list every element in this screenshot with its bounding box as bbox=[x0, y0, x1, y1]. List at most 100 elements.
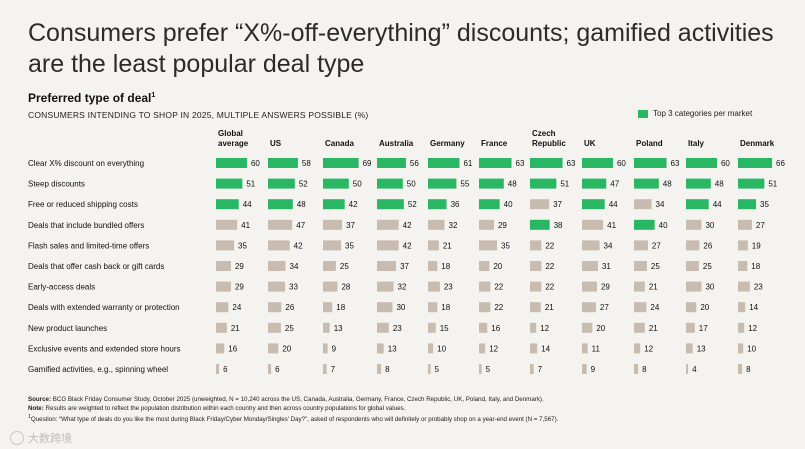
data-label: 20 bbox=[493, 262, 502, 271]
row-label: Deals that include bundled offers bbox=[28, 221, 144, 230]
data-label: 44 bbox=[713, 200, 722, 209]
bar bbox=[216, 219, 238, 230]
bar bbox=[686, 219, 702, 230]
bar-chart-grid: Global average US Canada Australia Germany Fra… bbox=[28, 129, 786, 374]
bar bbox=[377, 261, 397, 271]
data-label: 37 bbox=[553, 200, 562, 209]
bar bbox=[216, 261, 231, 271]
bar bbox=[479, 178, 504, 189]
data-label: 44 bbox=[609, 200, 618, 209]
bar bbox=[582, 199, 605, 210]
bar bbox=[582, 343, 588, 354]
bar bbox=[686, 364, 689, 374]
data-label: 13 bbox=[334, 324, 343, 333]
data-label: 42 bbox=[294, 241, 303, 250]
data-label: 69 bbox=[363, 159, 372, 168]
data-label: 16 bbox=[228, 344, 237, 353]
bar bbox=[738, 302, 746, 313]
bar bbox=[268, 302, 282, 313]
data-label: 29 bbox=[498, 221, 507, 230]
data-label: 42 bbox=[403, 241, 412, 250]
data-label: 40 bbox=[504, 200, 513, 209]
bar bbox=[479, 281, 491, 292]
data-label: 10 bbox=[437, 344, 446, 353]
data-label: 63 bbox=[671, 159, 680, 168]
data-label: 20 bbox=[282, 344, 291, 353]
bar bbox=[216, 364, 220, 374]
bar bbox=[428, 364, 431, 374]
data-label: 51 bbox=[768, 180, 777, 189]
bar bbox=[634, 343, 641, 354]
data-label: 66 bbox=[776, 159, 785, 168]
data-label: 33 bbox=[289, 283, 298, 292]
bar bbox=[634, 158, 667, 168]
data-label: 42 bbox=[403, 221, 412, 230]
data-label: 51 bbox=[246, 180, 255, 189]
data-label: 14 bbox=[749, 303, 758, 312]
bar bbox=[582, 261, 598, 271]
bar bbox=[530, 158, 563, 168]
data-label: 11 bbox=[592, 344, 601, 353]
bar bbox=[634, 261, 647, 271]
bar bbox=[634, 281, 645, 292]
data-label: 4 bbox=[692, 365, 697, 374]
data-label: 16 bbox=[491, 324, 500, 333]
bar bbox=[428, 281, 440, 292]
bar bbox=[323, 261, 336, 271]
bar bbox=[268, 240, 290, 251]
bar bbox=[686, 343, 693, 354]
column-header: Denmark bbox=[740, 139, 775, 148]
bar bbox=[377, 302, 393, 313]
data-label: 9 bbox=[332, 344, 337, 353]
data-label: 55 bbox=[460, 180, 469, 189]
bar bbox=[582, 281, 597, 292]
data-label: 32 bbox=[398, 283, 407, 292]
data-label: 27 bbox=[600, 303, 609, 312]
bar bbox=[377, 240, 399, 251]
bar bbox=[216, 322, 227, 333]
bar bbox=[479, 322, 488, 333]
bar bbox=[738, 240, 748, 251]
data-label: 25 bbox=[285, 324, 294, 333]
row-label: Deals with extended warranty or protecti… bbox=[28, 303, 180, 312]
data-label: 44 bbox=[243, 200, 252, 209]
bar bbox=[530, 199, 550, 210]
data-label: 35 bbox=[345, 241, 354, 250]
bar bbox=[582, 302, 596, 313]
row-label: Clear X% discount on everything bbox=[28, 159, 144, 168]
bar bbox=[268, 178, 295, 189]
bar bbox=[530, 302, 541, 313]
data-label: 35 bbox=[760, 200, 769, 209]
data-label: 50 bbox=[407, 180, 416, 189]
bar bbox=[582, 240, 600, 251]
data-label: 21 bbox=[649, 324, 658, 333]
bar bbox=[377, 199, 404, 210]
bar bbox=[634, 178, 659, 189]
bar bbox=[428, 178, 457, 189]
data-label: 36 bbox=[451, 200, 460, 209]
column-header: Germany bbox=[430, 139, 465, 148]
data-label: 18 bbox=[336, 303, 345, 312]
chart-caption: CONSUMERS INTENDING TO SHOP IN 2025, MUL… bbox=[28, 110, 369, 120]
data-label: 52 bbox=[408, 200, 417, 209]
bar bbox=[479, 364, 482, 374]
note-text: Results are weighted to reflect the popu… bbox=[45, 405, 406, 412]
watermark-text: 大数跨境 bbox=[28, 433, 72, 445]
bar bbox=[323, 364, 327, 374]
data-label: 31 bbox=[602, 262, 611, 271]
bar bbox=[323, 302, 333, 313]
data-label: 58 bbox=[302, 159, 311, 168]
bar bbox=[268, 219, 293, 230]
data-label: 13 bbox=[697, 344, 706, 353]
bar bbox=[634, 302, 647, 313]
bar bbox=[686, 302, 697, 313]
bar bbox=[377, 158, 406, 168]
bar bbox=[634, 240, 648, 251]
data-label: 48 bbox=[715, 180, 724, 189]
row-label: Free or reduced shipping costs bbox=[28, 200, 138, 209]
bar bbox=[738, 281, 750, 292]
bar bbox=[530, 261, 542, 271]
data-label: 40 bbox=[659, 221, 668, 230]
data-label: 27 bbox=[652, 241, 661, 250]
data-label: 29 bbox=[235, 283, 244, 292]
